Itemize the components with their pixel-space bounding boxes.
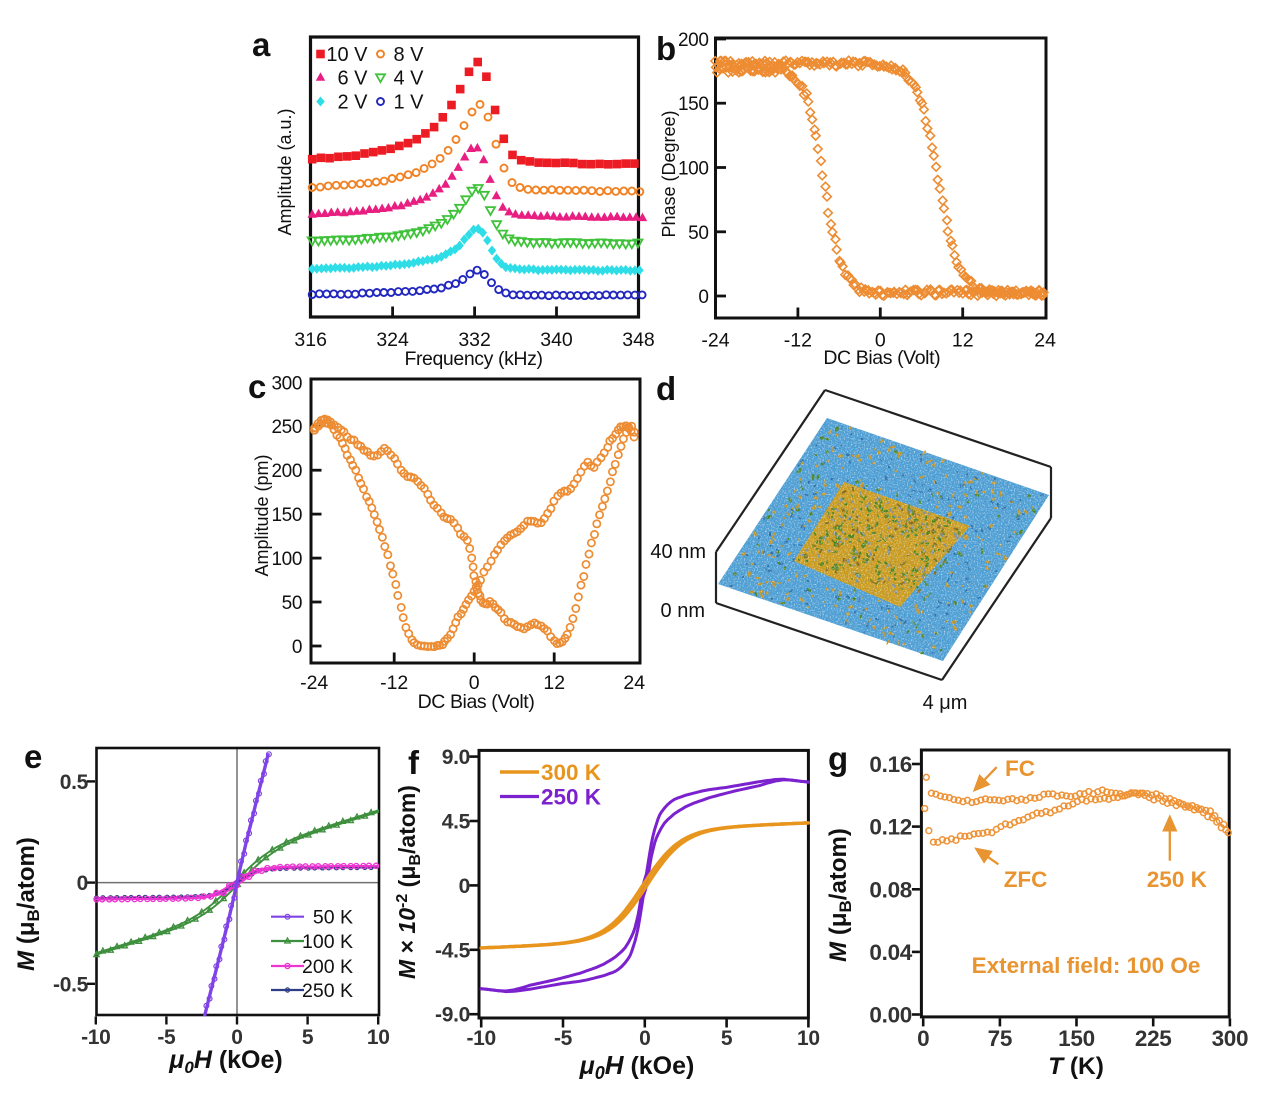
svg-text:0: 0 bbox=[469, 672, 480, 694]
svg-text:M (μB/atom): M (μB/atom) bbox=[825, 828, 855, 962]
svg-text:100: 100 bbox=[271, 549, 302, 570]
svg-text:4 V: 4 V bbox=[394, 68, 425, 90]
svg-text:225: 225 bbox=[1135, 1026, 1172, 1051]
svg-text:0: 0 bbox=[639, 1027, 650, 1050]
svg-text:External field: 100 Oe: External field: 100 Oe bbox=[972, 953, 1201, 978]
svg-text:g: g bbox=[828, 740, 848, 777]
svg-text:332: 332 bbox=[458, 329, 491, 351]
svg-text:-9.0: -9.0 bbox=[435, 1004, 470, 1027]
svg-text:c: c bbox=[248, 368, 266, 405]
svg-text:5: 5 bbox=[721, 1027, 733, 1050]
svg-text:Frequency (kHz): Frequency (kHz) bbox=[404, 348, 542, 370]
svg-text:e: e bbox=[24, 738, 42, 775]
svg-text:250 K: 250 K bbox=[302, 980, 353, 1002]
svg-text:50: 50 bbox=[688, 223, 708, 244]
svg-text:10 V: 10 V bbox=[326, 44, 368, 66]
svg-text:Amplitude (a.u.): Amplitude (a.u.) bbox=[275, 108, 295, 235]
svg-text:4 μm: 4 μm bbox=[923, 692, 968, 714]
svg-text:FC: FC bbox=[1005, 756, 1035, 781]
svg-text:b: b bbox=[656, 30, 676, 67]
svg-text:50: 50 bbox=[282, 593, 302, 614]
svg-text:324: 324 bbox=[376, 329, 409, 351]
svg-text:-10: -10 bbox=[81, 1026, 110, 1049]
svg-text:-4.5: -4.5 bbox=[435, 939, 471, 962]
svg-text:200 K: 200 K bbox=[302, 956, 353, 978]
svg-text:a: a bbox=[252, 26, 271, 63]
svg-text:DC Bias (Volt): DC Bias (Volt) bbox=[418, 691, 535, 713]
svg-text:0: 0 bbox=[917, 1026, 929, 1051]
svg-text:0.5: 0.5 bbox=[60, 771, 89, 794]
svg-text:-5: -5 bbox=[157, 1026, 176, 1049]
svg-text:10: 10 bbox=[797, 1027, 820, 1050]
svg-text:10: 10 bbox=[367, 1026, 390, 1049]
svg-text:-10: -10 bbox=[466, 1027, 495, 1050]
svg-text:5: 5 bbox=[302, 1026, 314, 1049]
svg-text:2 V: 2 V bbox=[337, 92, 368, 114]
svg-text:μ0H (kOe): μ0H (kOe) bbox=[168, 1046, 282, 1077]
svg-text:300: 300 bbox=[1212, 1026, 1249, 1051]
svg-text:1 V: 1 V bbox=[394, 92, 425, 114]
svg-text:μ0H (kOe): μ0H (kOe) bbox=[579, 1050, 695, 1083]
svg-text:M × 10-2 (μB/atom): M × 10-2 (μB/atom) bbox=[394, 785, 424, 979]
svg-text:24: 24 bbox=[1034, 330, 1056, 352]
svg-text:ZFC: ZFC bbox=[1004, 867, 1048, 892]
svg-text:316: 316 bbox=[294, 329, 327, 351]
svg-text:-0.5: -0.5 bbox=[53, 973, 89, 996]
svg-text:Phase (Degree): Phase (Degree) bbox=[659, 110, 679, 237]
svg-text:75: 75 bbox=[988, 1026, 1012, 1051]
svg-text:d: d bbox=[656, 370, 676, 407]
svg-text:0: 0 bbox=[698, 287, 708, 308]
svg-text:T (K): T (K) bbox=[1048, 1053, 1104, 1080]
svg-text:4.5: 4.5 bbox=[442, 811, 471, 834]
svg-text:-5: -5 bbox=[554, 1027, 573, 1050]
svg-text:150: 150 bbox=[678, 94, 709, 115]
svg-text:-24: -24 bbox=[701, 330, 729, 352]
svg-text:0.12: 0.12 bbox=[869, 815, 912, 840]
svg-text:Amplitude (pm): Amplitude (pm) bbox=[252, 454, 272, 576]
svg-text:100 K: 100 K bbox=[302, 931, 353, 953]
svg-text:200: 200 bbox=[271, 461, 302, 482]
svg-text:150: 150 bbox=[1058, 1026, 1095, 1051]
svg-text:-12: -12 bbox=[784, 330, 812, 352]
svg-text:M (μB/atom): M (μB/atom) bbox=[13, 837, 43, 971]
svg-text:0: 0 bbox=[77, 872, 88, 895]
svg-text:150: 150 bbox=[271, 505, 302, 526]
svg-text:340: 340 bbox=[540, 329, 573, 351]
svg-text:50 K: 50 K bbox=[313, 907, 353, 929]
svg-text:250 K: 250 K bbox=[1147, 867, 1208, 892]
svg-text:0: 0 bbox=[875, 330, 886, 352]
svg-text:6 V: 6 V bbox=[337, 68, 368, 90]
svg-text:DC Bias (Volt): DC Bias (Volt) bbox=[823, 347, 940, 369]
svg-text:300: 300 bbox=[271, 373, 302, 394]
svg-text:0.04: 0.04 bbox=[869, 940, 912, 965]
svg-text:0: 0 bbox=[231, 1026, 242, 1049]
svg-text:f: f bbox=[408, 744, 420, 781]
svg-text:200: 200 bbox=[678, 30, 709, 51]
svg-text:300 K: 300 K bbox=[541, 760, 602, 785]
svg-text:100: 100 bbox=[678, 159, 709, 180]
svg-text:12: 12 bbox=[952, 330, 974, 352]
svg-text:0.08: 0.08 bbox=[869, 877, 912, 902]
svg-text:12: 12 bbox=[543, 672, 565, 694]
svg-text:0: 0 bbox=[292, 637, 302, 658]
svg-text:8 V: 8 V bbox=[394, 44, 425, 66]
svg-text:0.00: 0.00 bbox=[869, 1003, 912, 1028]
svg-text:9.0: 9.0 bbox=[442, 746, 470, 769]
svg-text:40 nm: 40 nm bbox=[650, 541, 706, 563]
svg-text:0: 0 bbox=[459, 875, 470, 898]
svg-text:-24: -24 bbox=[300, 672, 328, 694]
svg-text:0.16: 0.16 bbox=[869, 752, 912, 777]
svg-text:24: 24 bbox=[623, 672, 645, 694]
svg-text:0 nm: 0 nm bbox=[661, 600, 705, 622]
svg-text:250: 250 bbox=[271, 417, 302, 438]
svg-text:250 K: 250 K bbox=[541, 785, 602, 810]
svg-text:348: 348 bbox=[622, 329, 655, 351]
svg-text:-12: -12 bbox=[380, 672, 408, 694]
